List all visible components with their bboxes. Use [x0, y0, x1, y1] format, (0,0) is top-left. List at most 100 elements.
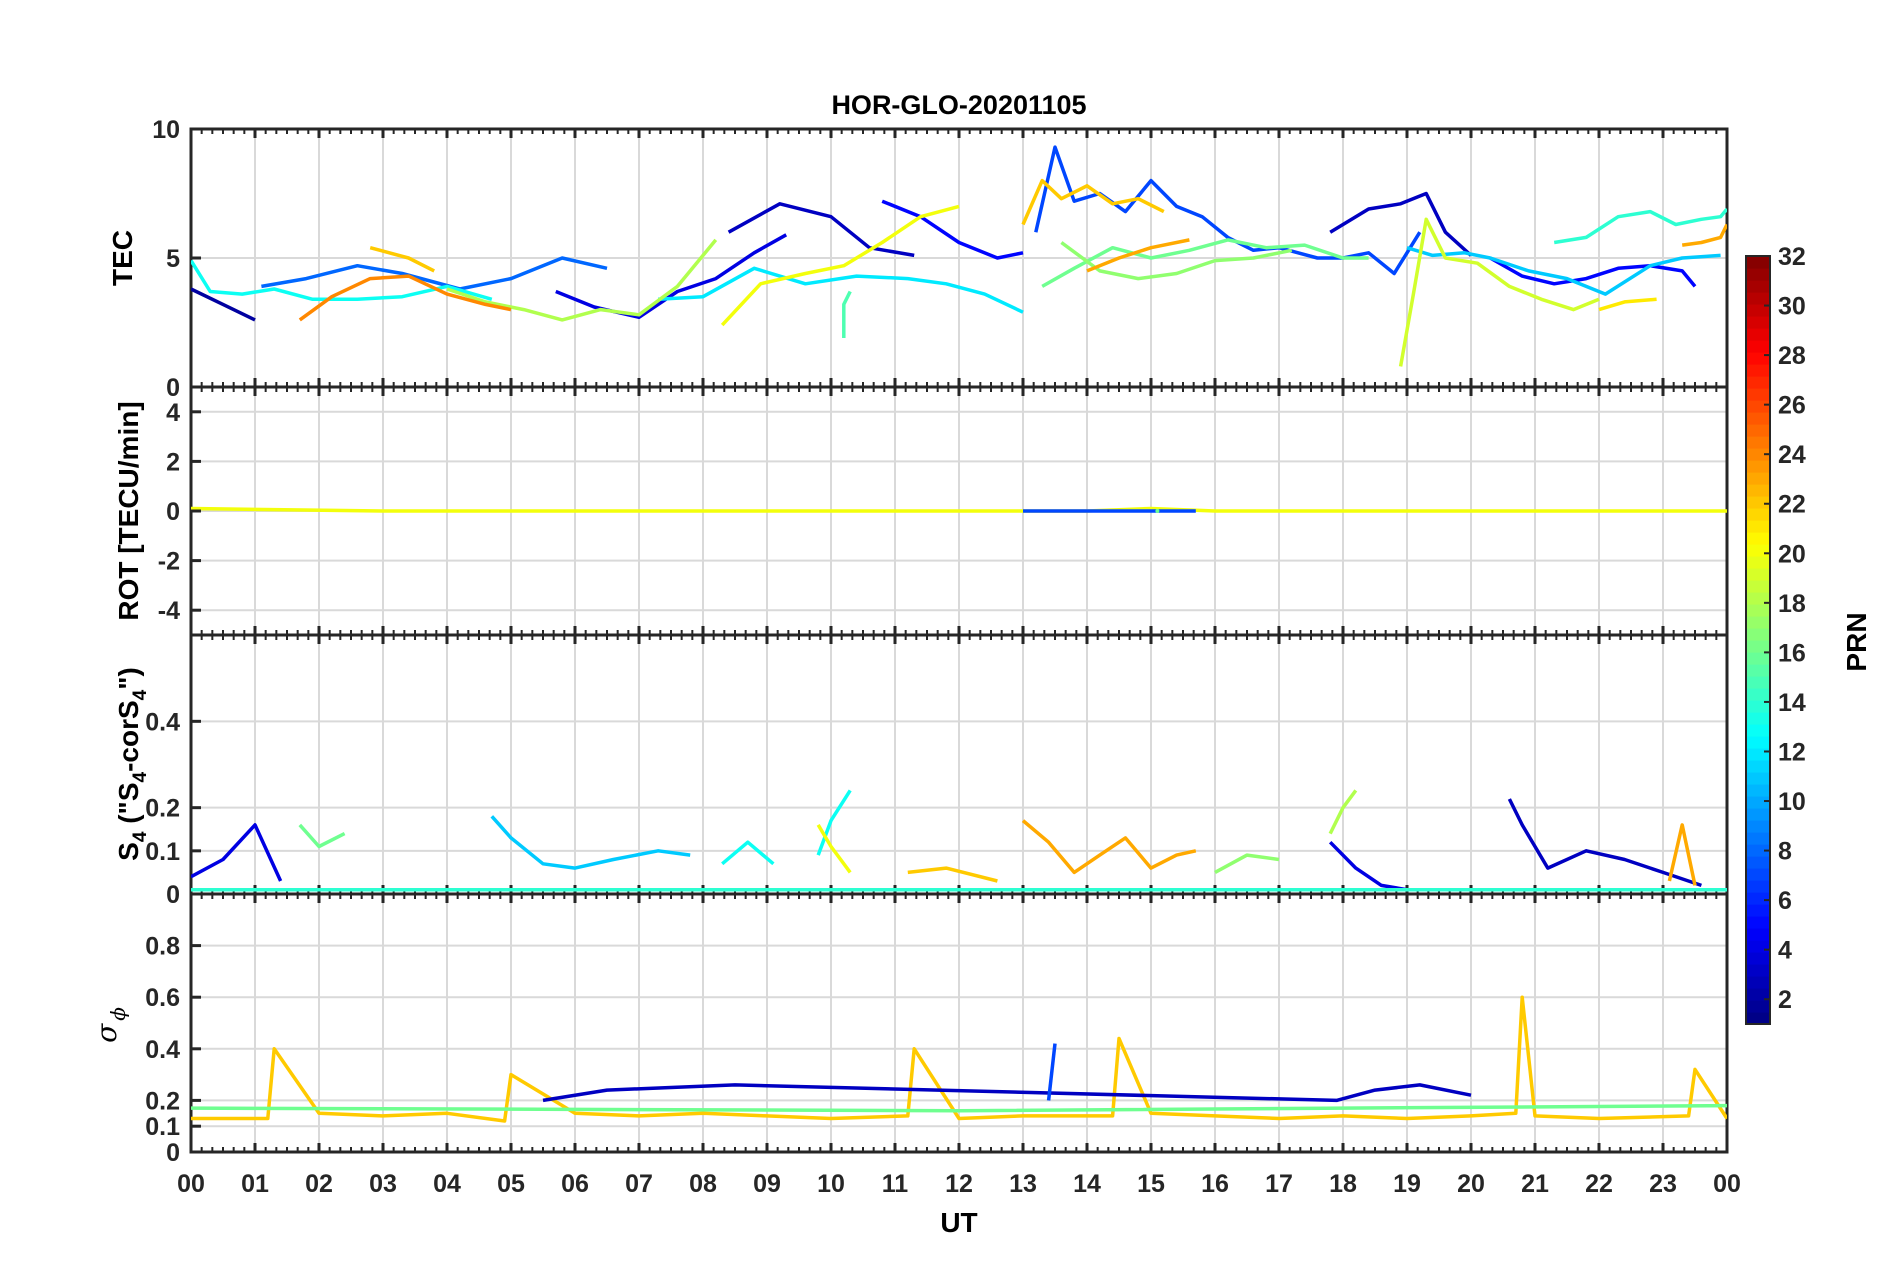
series-line-prn-16	[1041, 238, 1369, 288]
colorbar-segment	[1746, 892, 1770, 905]
y-tick-label: -2	[158, 548, 180, 576]
colorbar-segment	[1746, 280, 1770, 293]
y-tick-label: 0.2	[145, 795, 180, 823]
y-tick-label: 0.4	[145, 708, 180, 736]
tec-y-ticks: 0 5 10	[152, 116, 201, 402]
s4-ylabel: S4 ("S4-corS4")	[113, 667, 151, 861]
colorbar-segment	[1746, 676, 1770, 689]
x-axis-label: UT	[940, 1207, 977, 1238]
colorbar-tick-label: 32	[1778, 243, 1806, 271]
panel-sigma: 00.10.2 0.4 0.6 0.8 σϕ	[90, 892, 1729, 1167]
colorbar-segment	[1746, 556, 1770, 569]
colorbar-segment	[1746, 268, 1770, 281]
colorbar-segment	[1746, 484, 1770, 497]
x-tick-label: 16	[1201, 1170, 1229, 1198]
x-tick-label: 09	[753, 1170, 781, 1198]
x-tick-label: 22	[1585, 1170, 1613, 1198]
colorbar-tick-label: 8	[1778, 838, 1792, 866]
colorbar-segment	[1746, 940, 1770, 953]
series-line-prn-12	[658, 266, 1024, 314]
colorbar-tick-label: 28	[1778, 342, 1806, 370]
colorbar-tick-label: 22	[1778, 491, 1806, 519]
series-line-prn-3	[727, 202, 915, 258]
x-tick-label: 00	[1713, 1170, 1741, 1198]
colorbar-segment	[1746, 748, 1770, 761]
colorbar-frame	[1745, 255, 1771, 1025]
colorbar-segment	[1746, 796, 1770, 809]
series-line-prn-3	[1329, 191, 1473, 257]
colorbar-strip	[1745, 255, 1771, 1025]
series-line-prn-16	[191, 1103, 1727, 1113]
colorbar-tick-label: 30	[1778, 293, 1806, 321]
colorbar-segment	[1746, 880, 1770, 893]
colorbar-segment	[1746, 256, 1770, 269]
y-tick-label: 0.8	[145, 933, 180, 961]
colorbar-segment	[1746, 712, 1770, 725]
y-tick-label: 0.6	[145, 984, 180, 1012]
sigma-ylabel: σϕ	[90, 1007, 130, 1043]
colorbar-segment	[1746, 916, 1770, 929]
series-line-prn-18	[1328, 789, 1358, 835]
colorbar-segment	[1746, 724, 1770, 737]
series-line-prn-21	[1598, 297, 1657, 312]
y-tick-label: 0	[166, 498, 180, 526]
colorbar-tick-label: 26	[1778, 392, 1806, 420]
colorbar-segment	[1746, 304, 1770, 317]
y-tick-label: 0.1	[145, 838, 180, 866]
y-tick-label: 5	[166, 245, 180, 273]
x-tick-label: 03	[369, 1170, 397, 1198]
chart-title: HOR-GLO-20201105	[831, 90, 1086, 120]
series-line-prn-15	[842, 290, 852, 338]
y-tick-label: 2	[166, 448, 180, 476]
series-line-prn-11	[1406, 246, 1721, 296]
series-line-prn-20	[191, 506, 1727, 513]
series-line-prn-23	[1667, 823, 1697, 886]
colorbar-tick-label: 12	[1778, 738, 1806, 766]
y-tick-label: 0	[166, 1139, 180, 1167]
colorbar-segment	[1746, 700, 1770, 713]
x-tick-label: 04	[433, 1170, 461, 1198]
colorbar-tick-label: 2	[1778, 986, 1792, 1014]
s4-series	[191, 789, 1727, 892]
series-line-prn-16	[298, 823, 346, 849]
x-tick-label: 13	[1009, 1170, 1037, 1198]
colorbar-segment	[1746, 508, 1770, 521]
series-line-prn-24	[298, 274, 512, 322]
x-tick-label: 15	[1137, 1170, 1165, 1198]
colorbar-segment	[1746, 520, 1770, 533]
colorbar-segment	[1746, 544, 1770, 557]
colorbar-segment	[1746, 448, 1770, 461]
colorbar-segment	[1746, 364, 1770, 377]
colorbar-segment	[1746, 868, 1770, 881]
colorbar-segment	[1746, 376, 1770, 389]
rot-y-ticks: -4 -2 0 2 4	[158, 399, 201, 625]
colorbar-segment	[1746, 292, 1770, 305]
colorbar-segment	[1746, 592, 1770, 605]
y-tick-label: 10	[152, 116, 180, 144]
series-line-prn-3	[542, 1083, 1472, 1103]
series-line-prn-5	[881, 199, 1024, 260]
rot-ylabel: ROT [TECU/min]	[113, 401, 144, 620]
series-line-prn-23	[1086, 238, 1190, 273]
colorbar-tick-label: 14	[1778, 689, 1806, 717]
s4-y-ticks: 0 0.1 0.2 0.4	[145, 708, 201, 909]
colorbar-segment	[1746, 316, 1770, 329]
colorbar-segment	[1746, 952, 1770, 965]
x-tick-label: 18	[1329, 1170, 1357, 1198]
y-tick-label: 0.1	[145, 1113, 180, 1141]
sigma-series	[191, 995, 1727, 1123]
series-line-prn-22	[369, 246, 435, 273]
series-line-prn-3	[1507, 798, 1702, 888]
x-tick-label: 23	[1649, 1170, 1677, 1198]
colorbar-segment	[1746, 928, 1770, 941]
colorbar-segment	[1746, 640, 1770, 653]
x-tick-label: 05	[497, 1170, 525, 1198]
colorbar-tick-label: 10	[1778, 788, 1806, 816]
series-line-prn-11	[490, 815, 691, 870]
x-tick-label: 14	[1073, 1170, 1101, 1198]
colorbar-segment	[1746, 436, 1770, 449]
colorbar-segment	[1746, 628, 1770, 641]
colorbar-segment	[1746, 832, 1770, 845]
series-line-prn-19	[1398, 217, 1600, 367]
